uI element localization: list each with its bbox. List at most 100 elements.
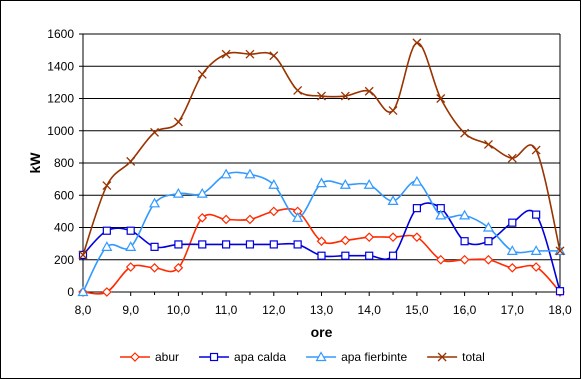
point-abur (149, 262, 160, 273)
point-total (126, 156, 136, 166)
point-apa-calda (245, 240, 255, 249)
point-apa-fierbinte (459, 209, 471, 220)
point-total (221, 49, 231, 59)
point-apa-calda (555, 287, 565, 296)
point-total (555, 246, 565, 256)
point-abur (268, 206, 279, 217)
x-tick-label: 15,0 (405, 303, 429, 317)
y-tick-label: 0 (67, 285, 74, 299)
legend: abur apa calda apa fierbinte total (120, 350, 485, 364)
point-apa-fierbinte (387, 195, 399, 205)
series-apa-fierbinte (77, 168, 566, 297)
point-apa-fierbinte (411, 175, 423, 186)
point-total (293, 85, 303, 95)
point-abur (412, 232, 422, 243)
point-total (436, 94, 446, 103)
legend-item-total: total (427, 350, 485, 364)
point-abur (125, 262, 136, 272)
point-apa-calda (198, 240, 207, 249)
y-tick-label: 1000 (47, 124, 74, 138)
legend-label-apa-fierbinte: apa fierbinte (341, 350, 407, 364)
x-tick-label: 12,0 (262, 303, 286, 317)
point-apa-calda (222, 240, 231, 249)
series-total (78, 38, 565, 260)
legend-item-apa-calda: apa calda (199, 350, 286, 364)
point-apa-calda (293, 240, 302, 249)
point-total (340, 91, 350, 101)
y-tick-label: 1600 (47, 27, 74, 41)
point-apa-fierbinte (482, 221, 494, 232)
tick-labels: 0 200 400 600 800 1000 1200 1400 1600 8,0 9,0 10,0 1… (47, 27, 572, 317)
point-total (317, 91, 326, 101)
series-group (77, 38, 566, 297)
point-apa-fierbinte (149, 197, 161, 208)
point-apa-calda (126, 226, 135, 235)
point-abur (531, 262, 541, 272)
point-apa-fierbinte (315, 177, 328, 188)
point-apa-calda (460, 237, 469, 246)
point-abur (483, 254, 494, 265)
y-tick-label: 400 (54, 221, 74, 235)
point-apa-fierbinte (172, 187, 184, 198)
point-abur (245, 214, 255, 225)
y-tick-label: 600 (54, 188, 74, 202)
point-apa-calda (269, 240, 278, 249)
point-apa-calda (388, 251, 398, 260)
point-apa-fierbinte (339, 179, 351, 189)
legend-item-abur: abur (120, 350, 179, 364)
legend-label-total: total (462, 350, 485, 364)
point-apa-calda (532, 210, 541, 219)
y-tick-label: 1400 (47, 59, 74, 73)
y-tick-label: 800 (54, 156, 74, 170)
point-abur (507, 262, 518, 273)
point-abur (459, 254, 470, 265)
legend-label-apa-calda: apa calda (234, 350, 286, 364)
y-axis-title: kW (27, 152, 43, 174)
point-apa-fierbinte (220, 168, 232, 179)
legend-marker-apa-fierbinte (315, 351, 327, 362)
point-apa-calda (102, 226, 111, 235)
x-axis-title: ore (311, 324, 333, 340)
y-tick-label: 200 (54, 253, 74, 267)
point-total (269, 51, 279, 61)
point-total (531, 145, 541, 155)
point-apa-fierbinte (506, 245, 518, 255)
point-apa-fierbinte (292, 212, 304, 222)
legend-label-abur: abur (155, 350, 179, 364)
point-abur (388, 232, 398, 243)
point-apa-fierbinte (435, 209, 447, 220)
point-apa-fierbinte (530, 245, 542, 255)
point-abur (340, 235, 351, 246)
point-apa-calda (341, 251, 350, 260)
point-total (364, 86, 374, 96)
point-abur (435, 254, 446, 265)
x-tick-label: 13,0 (310, 303, 334, 317)
point-abur (364, 232, 375, 243)
gridlines (83, 33, 560, 261)
point-apa-fierbinte (268, 179, 280, 189)
point-total (197, 69, 207, 79)
series-apa-calda (78, 202, 565, 296)
series-line-abur (82, 208, 561, 295)
point-apa-calda (174, 240, 183, 249)
point-abur (221, 214, 231, 225)
point-abur (197, 212, 208, 223)
point-total (412, 38, 422, 48)
x-tick-label: 16,0 (453, 303, 477, 317)
x-tick-label: 8,0 (75, 303, 92, 317)
point-apa-fierbinte (244, 168, 256, 179)
x-tick-label: 14,0 (358, 303, 382, 317)
point-total (150, 127, 160, 137)
point-apa-calda (317, 251, 326, 260)
point-total (483, 139, 493, 149)
series-abur (78, 206, 565, 297)
point-apa-calda (412, 204, 421, 213)
point-apa-fierbinte (196, 187, 208, 198)
point-total (245, 49, 255, 59)
series-line-apa-fierbinte (82, 171, 560, 293)
point-apa-fierbinte (77, 286, 89, 297)
